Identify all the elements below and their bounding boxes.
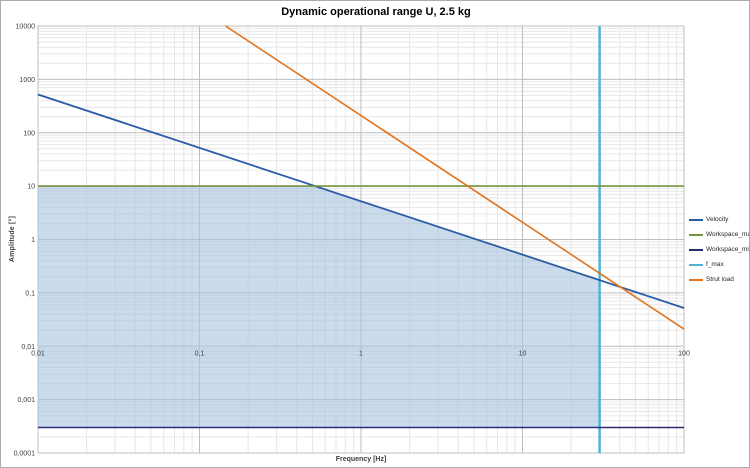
legend-item-velocity: Velocity xyxy=(689,216,749,223)
y-tick-label: 0,001 xyxy=(17,397,35,404)
legend-line-sample xyxy=(689,278,703,281)
y-tick-label: 1000 xyxy=(19,77,35,84)
legend-label: Strut load xyxy=(706,276,734,283)
legend-line-sample xyxy=(689,233,703,236)
x-tick-label: 10 xyxy=(519,350,527,357)
x-tick-label: 1 xyxy=(359,350,363,357)
legend-label: Velocity xyxy=(706,216,729,223)
operational-range-region xyxy=(38,186,600,428)
x-tick-label: 100 xyxy=(678,350,690,357)
y-tick-label: 100 xyxy=(23,130,35,137)
series-strut-load xyxy=(225,25,685,330)
legend-line-sample xyxy=(689,263,703,266)
y-tick-label: 0,1 xyxy=(25,290,35,297)
legend-label: f_max xyxy=(706,261,724,268)
x-tick-label: 0,1 xyxy=(195,350,205,357)
y-tick-label: 0,0001 xyxy=(14,451,36,458)
chart-legend: Velocity Workspace_max Workspace_min f_max S… xyxy=(689,216,750,283)
legend-item-strut-load: Strut load xyxy=(689,276,749,283)
legend-label: Workspace_min xyxy=(706,246,750,253)
x-tick-label: 0,01 xyxy=(31,350,45,357)
legend-item-workspace-min: Workspace_min xyxy=(689,246,750,253)
legend-line-sample xyxy=(689,218,703,221)
legend-item-workspace-max: Workspace_max xyxy=(689,231,750,238)
y-axis-title: Amplitude [°] xyxy=(9,215,16,263)
legend-item-f-max: f_max xyxy=(689,261,749,268)
legend-label: Workspace_max xyxy=(706,231,750,238)
y-tick-label: 0,01 xyxy=(21,344,35,351)
chart-title: Dynamic operational range U, 2.5 kg xyxy=(281,6,471,18)
x-axis-title: Frequency [Hz] xyxy=(335,456,387,463)
y-tick-label: 1 xyxy=(31,237,35,244)
y-tick-label: 10 xyxy=(27,184,35,191)
legend-line-sample xyxy=(689,248,703,251)
y-tick-label: 10000 xyxy=(16,24,36,31)
series-velocity xyxy=(37,93,685,309)
